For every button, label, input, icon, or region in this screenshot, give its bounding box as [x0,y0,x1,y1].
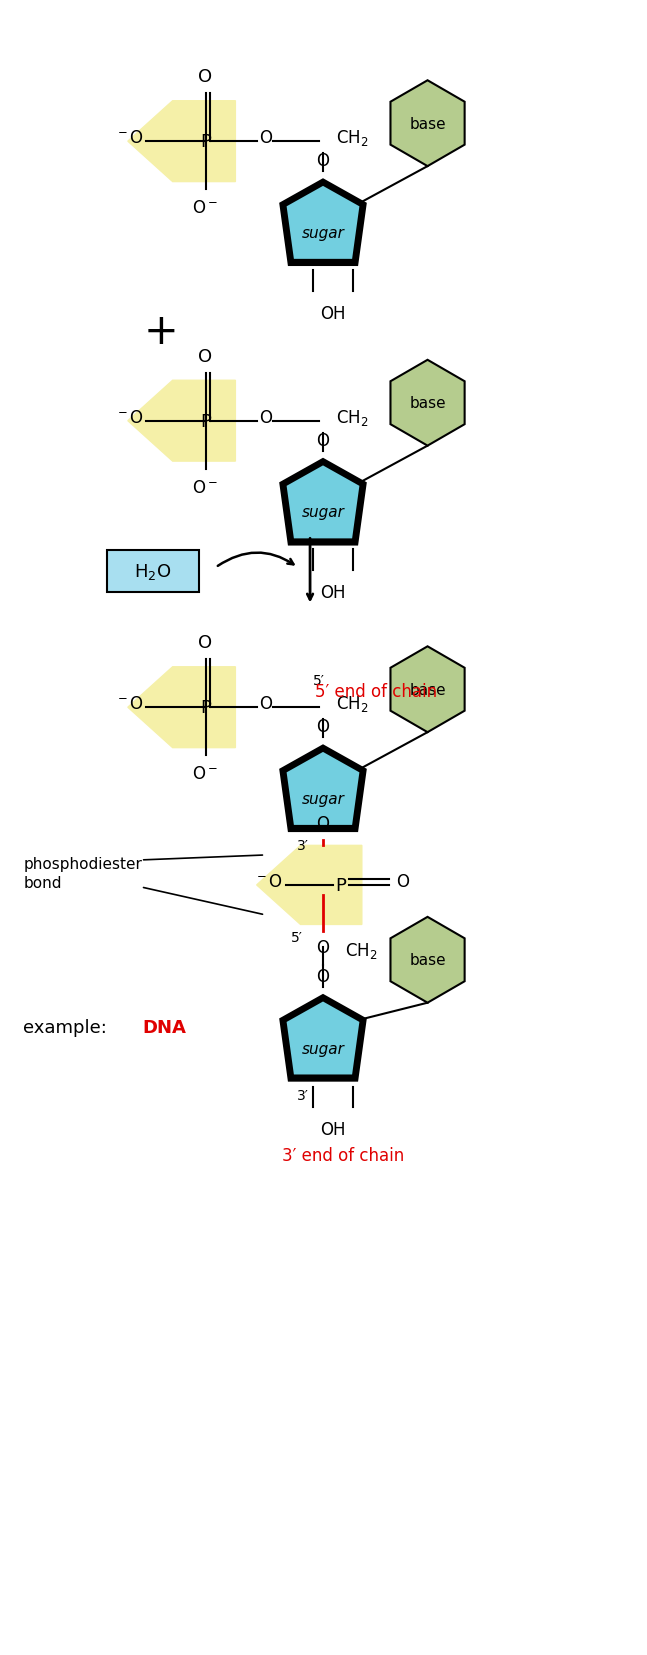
Text: CH$_2$: CH$_2$ [336,693,369,713]
Text: 3′ end of chain: 3′ end of chain [282,1147,404,1165]
Text: CH$_2$: CH$_2$ [336,127,369,147]
Text: sugar: sugar [302,791,344,806]
Text: $^-$O: $^-$O [115,695,144,713]
Polygon shape [128,667,236,748]
Text: +: + [144,311,178,353]
Text: O: O [396,872,409,890]
Text: 3′: 3′ [297,839,309,852]
Text: phosphodiester
bond: phosphodiester bond [23,856,142,890]
Text: base: base [410,682,446,697]
Text: OH: OH [320,584,345,602]
Polygon shape [281,460,366,544]
Polygon shape [128,381,236,462]
Text: CH$_2$: CH$_2$ [345,940,377,960]
Text: OH: OH [320,305,345,323]
Text: O: O [316,432,329,450]
Text: O: O [316,967,329,985]
Text: O: O [259,695,272,713]
Polygon shape [391,361,465,447]
Text: O$^-$: O$^-$ [193,199,219,217]
Text: O: O [199,634,213,652]
Text: CH$_2$: CH$_2$ [336,407,369,427]
Text: OH: OH [320,1120,345,1139]
Text: base: base [410,116,446,132]
Text: example:: example: [23,1018,113,1036]
Polygon shape [391,917,465,1003]
Polygon shape [281,746,366,831]
FancyBboxPatch shape [107,551,199,592]
Text: DNA: DNA [143,1018,186,1036]
Text: sugar: sugar [302,505,344,520]
Polygon shape [128,101,236,182]
Text: sugar: sugar [302,1041,344,1056]
Polygon shape [287,187,359,260]
Text: sugar: sugar [302,225,344,240]
Text: 5′: 5′ [313,674,325,688]
Text: P: P [336,877,346,894]
Text: P: P [200,412,211,430]
Text: O: O [199,68,213,86]
Text: 3′: 3′ [297,1087,309,1102]
Text: $^-$O: $^-$O [254,872,283,890]
Text: O: O [199,348,213,366]
Text: P: P [200,698,211,717]
Polygon shape [257,846,362,925]
Text: P: P [200,132,211,151]
Text: base: base [410,396,446,410]
Polygon shape [287,753,359,826]
Text: O: O [316,152,329,170]
Polygon shape [281,180,366,265]
Text: 5′: 5′ [291,930,303,945]
Polygon shape [391,81,465,167]
Polygon shape [391,647,465,733]
Text: O$^-$: O$^-$ [193,765,219,783]
Text: $^-$O: $^-$O [115,409,144,427]
Text: base: base [410,953,446,968]
Polygon shape [287,467,359,540]
Text: O: O [259,129,272,147]
Text: $^-$O: $^-$O [115,129,144,147]
Text: O: O [316,718,329,736]
Polygon shape [281,996,366,1081]
Text: O$^-$: O$^-$ [193,478,219,496]
Text: O: O [316,938,329,957]
Text: 5′ end of chain: 5′ end of chain [315,684,437,700]
Polygon shape [287,1001,359,1074]
Text: O: O [259,409,272,427]
Text: H$_2$O: H$_2$O [134,563,171,583]
Text: O: O [316,814,329,832]
